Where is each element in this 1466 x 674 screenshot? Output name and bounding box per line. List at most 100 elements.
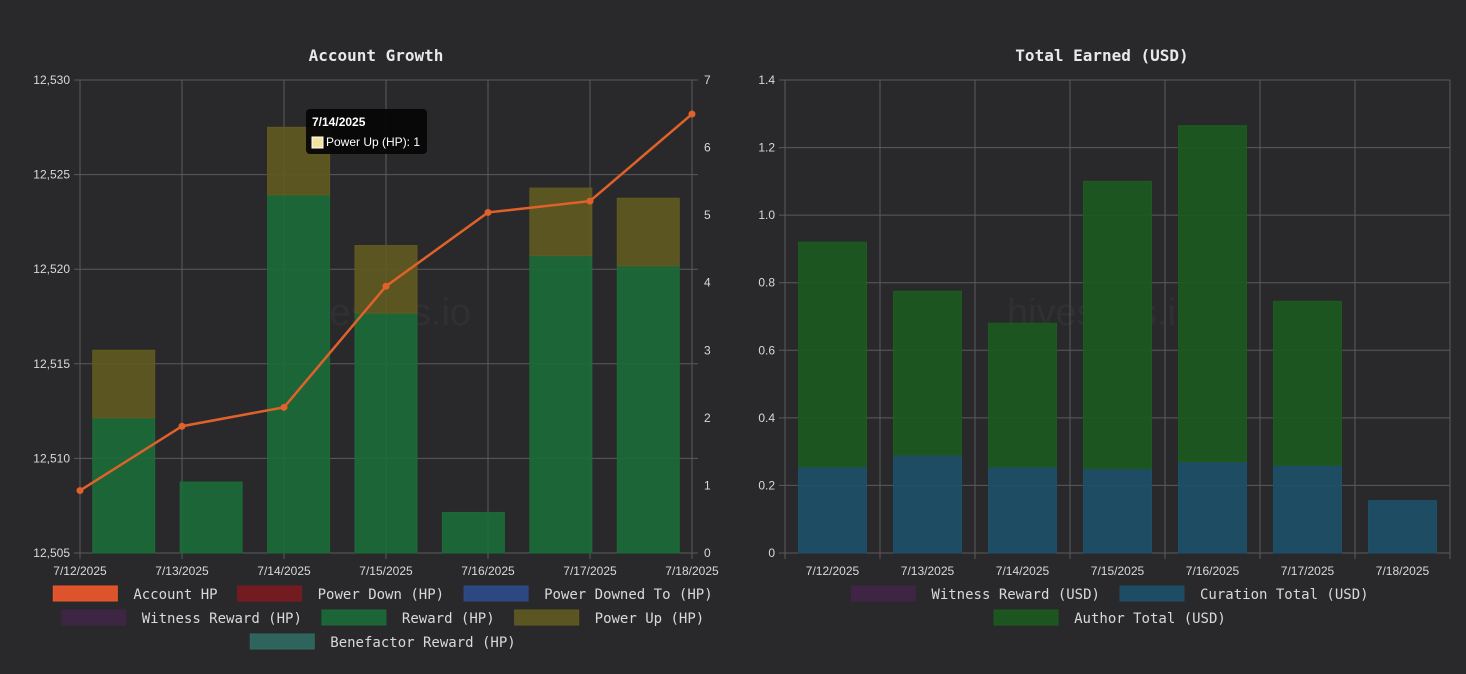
legend-swatch-reward-hp[interactable] [321,609,387,626]
legend-swatch-power-up-hp[interactable] [514,609,580,626]
y-left-tick-label: 12,530 [33,73,70,87]
x-tick-label: 7/13/2025 [155,564,209,578]
legend-swatch-witness-reward-usd[interactable] [850,585,916,602]
left-bars [92,126,680,554]
y-left-tick-label: 12,520 [33,262,70,276]
y-right-tick-label: 0 [704,546,711,560]
y-right-tick-label: 3 [704,343,711,357]
legend-label-power-downed-to-hp[interactable]: Power Downed To (HP) [544,587,713,603]
bar-power-up-hp[interactable] [92,349,156,419]
bar-author-total-usd[interactable] [1273,300,1342,466]
account-hp-point[interactable] [178,422,186,430]
x-tick-label: 7/17/2025 [563,564,617,578]
account-hp-point[interactable] [688,110,696,118]
y-tick-label: 1.4 [758,73,775,87]
x-tick-label: 7/16/2025 [1186,564,1240,578]
legend-swatch-account-hp[interactable] [52,585,118,602]
x-tick-label: 7/13/2025 [901,564,955,578]
legend-swatch-power-downed-to-hp[interactable] [463,585,529,602]
bar-power-up-hp[interactable] [354,245,418,314]
x-tick-label: 7/15/2025 [359,564,413,578]
bar-reward-hp[interactable] [354,312,418,554]
bar-reward-hp[interactable] [616,265,680,554]
y-tick-label: 0.6 [758,343,775,357]
y-right-tick-label: 4 [704,276,711,290]
bar-curation-total-usd[interactable] [1178,461,1247,554]
total-earned-chart: Total Earned (USD) hivestats.io 00.20.40… [758,46,1451,627]
legend-label-witness-reward-hp[interactable]: Witness Reward (HP) [142,611,302,627]
y-right-tick-label: 6 [704,141,711,155]
chart-tooltip: 7/14/2025 Power Up (HP): 1 [306,109,427,154]
y-left-tick-label: 12,525 [33,168,70,182]
bar-curation-total-usd[interactable] [988,466,1057,554]
legend-label-witness-reward-usd[interactable]: Witness Reward (USD) [931,587,1100,603]
y-tick-label: 0.2 [758,478,775,492]
bar-curation-total-usd[interactable] [1083,468,1152,554]
x-tick-label: 7/14/2025 [257,564,311,578]
bar-author-total-usd[interactable] [988,322,1057,468]
account-growth-title: Account Growth [309,46,444,65]
bar-reward-hp[interactable] [92,417,156,554]
legend-label-account-hp[interactable]: Account HP [133,587,217,603]
tooltip-body: Power Up (HP): 1 [326,135,420,149]
bar-author-total-usd[interactable] [893,290,962,456]
y-tick-label: 0 [768,546,775,560]
legend-swatch-author-total-usd[interactable] [993,609,1059,626]
legend-swatch-benefactor-reward-hp[interactable] [249,633,315,650]
bar-curation-total-usd[interactable] [1368,500,1437,554]
legend-label-reward-hp[interactable]: Reward (HP) [402,611,495,627]
left-x-axis-ticks: 7/12/2025 7/13/2025 7/14/2025 7/15/2025 7/16… [53,564,719,578]
x-tick-label: 7/17/2025 [1281,564,1335,578]
account-hp-point[interactable] [586,197,594,205]
x-tick-label: 7/14/2025 [996,564,1050,578]
left-legend: Account HP Power Down (HP) Power Downed To… [52,585,713,651]
y-right-tick-label: 2 [704,411,711,425]
x-tick-label: 7/12/2025 [53,564,107,578]
x-tick-label: 7/18/2025 [665,564,719,578]
legend-label-author-total-usd[interactable]: Author Total (USD) [1074,611,1226,627]
right-chart-x-axis-ticks: 7/12/2025 7/13/2025 7/14/2025 7/15/2025 7/16… [806,564,1430,578]
bar-reward-hp[interactable] [179,481,243,554]
bar-author-total-usd[interactable] [798,241,867,468]
bar-curation-total-usd[interactable] [1273,464,1342,554]
account-hp-point[interactable] [382,282,390,290]
legend-label-curation-total-usd[interactable]: Curation Total (USD) [1200,587,1369,603]
account-hp-point[interactable] [280,403,288,411]
bar-curation-total-usd[interactable] [798,466,867,554]
bar-power-up-hp[interactable] [529,187,593,257]
account-hp-point[interactable] [484,208,492,216]
x-tick-label: 7/16/2025 [461,564,515,578]
account-growth-chart: Account Growth hivestats.io 12,50512,510… [33,46,719,651]
bar-author-total-usd[interactable] [1178,125,1247,463]
bar-curation-total-usd[interactable] [893,454,962,554]
right-legend: Witness Reward (USD) Curation Total (USD)… [850,585,1369,627]
account-hp-point[interactable] [76,487,84,495]
y-tick-label: 1.2 [758,141,775,155]
y-right-tick-label: 1 [704,478,711,492]
y-left-tick-label: 12,505 [33,546,70,560]
account-hp-line [76,110,696,495]
bar-reward-hp[interactable] [529,255,593,554]
legend-swatch-witness-reward-hp[interactable] [61,609,127,626]
bar-power-up-hp[interactable] [616,197,680,267]
legend-label-power-down-hp[interactable]: Power Down (HP) [318,587,444,603]
bar-reward-hp[interactable] [267,194,331,554]
y-left-tick-label: 12,510 [33,451,70,465]
y-tick-label: 0.4 [758,411,775,425]
legend-swatch-curation-total-usd[interactable] [1119,585,1185,602]
right-bars [798,125,1437,554]
x-tick-label: 7/15/2025 [1091,564,1145,578]
tooltip-box [306,109,427,154]
bar-author-total-usd[interactable] [1083,180,1152,470]
y-tick-label: 1.0 [758,208,775,222]
tooltip-title: 7/14/2025 [312,115,366,129]
legend-swatch-power-down-hp[interactable] [237,585,303,602]
x-tick-label: 7/12/2025 [806,564,860,578]
legend-label-power-up-hp[interactable]: Power Up (HP) [595,611,705,627]
right-y-axis-ticks: 0 1 2 3 4 5 6 7 [704,73,711,560]
left-y-axis-ticks: 12,505 12,510 12,515 12,520 12,525 12,530 [33,73,70,560]
bar-reward-hp[interactable] [441,511,505,554]
legend-label-benefactor-reward-hp[interactable]: Benefactor Reward (HP) [330,635,515,651]
y-right-tick-label: 5 [704,208,711,222]
